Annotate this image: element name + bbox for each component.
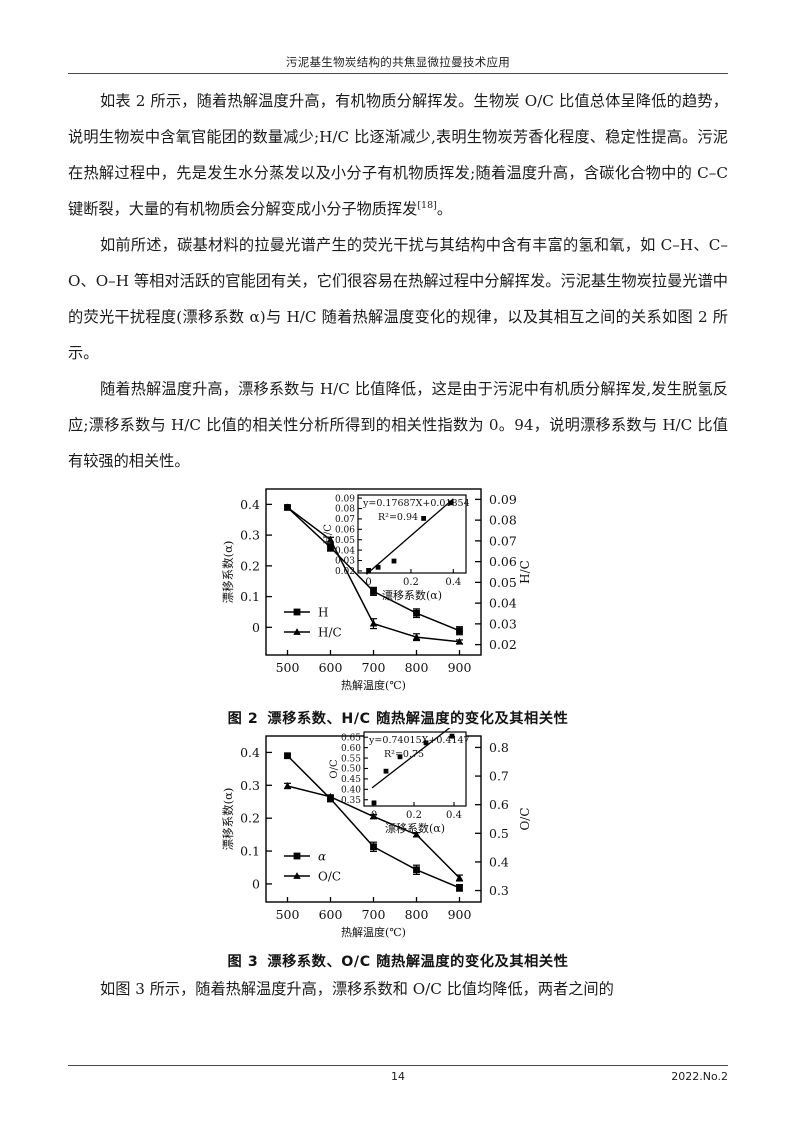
svg-text:O/C: O/C	[329, 759, 340, 779]
svg-text:0.2: 0.2	[240, 558, 260, 573]
svg-text:热解温度(℃): 热解温度(℃)	[341, 925, 406, 939]
svg-text:0.08: 0.08	[335, 505, 355, 515]
svg-text:0.6: 0.6	[489, 797, 509, 812]
svg-text:800: 800	[405, 660, 429, 675]
figure-3: 500 600 700 800 900 热解温度(℃) 0 0.1 0.2 0.3 0.4 漂移系数(…	[68, 728, 728, 971]
svg-text:500: 500	[276, 907, 300, 922]
svg-text:0.2: 0.2	[403, 577, 419, 588]
svg-text:0.08: 0.08	[489, 513, 517, 528]
svg-text:0.03: 0.03	[335, 557, 355, 567]
paragraph-1-tail: 。	[436, 200, 453, 218]
svg-text:0.04: 0.04	[335, 546, 355, 556]
svg-text:0.02: 0.02	[489, 637, 517, 652]
svg-text:0.2: 0.2	[240, 811, 260, 826]
citation-ref-18: [18]	[417, 199, 437, 211]
svg-text:0.2: 0.2	[406, 810, 422, 821]
footer-divider	[68, 1065, 728, 1066]
svg-text:0: 0	[365, 577, 371, 588]
svg-text:R²=0.75: R²=0.75	[384, 749, 424, 760]
svg-text:900: 900	[448, 660, 472, 675]
svg-text:0.02: 0.02	[335, 567, 355, 577]
header-divider	[68, 73, 728, 74]
svg-text:H/C: H/C	[318, 626, 342, 640]
paragraph-1: 如表 2 所示，随着热解温度升高，有机物质分解挥发。生物炭 O/C 比值总体呈降…	[68, 83, 728, 227]
svg-text:0.5: 0.5	[489, 826, 509, 841]
svg-text:H: H	[318, 606, 328, 620]
svg-text:0.05: 0.05	[335, 536, 355, 546]
svg-text:700: 700	[362, 660, 386, 675]
footer-row: 14 2022.No.2	[68, 1070, 728, 1086]
svg-text:0.09: 0.09	[489, 492, 517, 507]
svg-text:800: 800	[405, 907, 429, 922]
svg-text:0: 0	[252, 876, 260, 891]
svg-text:0.03: 0.03	[489, 616, 517, 631]
svg-text:0: 0	[252, 620, 260, 635]
figure-2: 500 600 700 800 900 热解温度(℃) 0 0.1 0.2 0.3 0.4 漂移系数(…	[68, 479, 728, 728]
paragraph-3: 随着热解温度升高，漂移系数与 H/C 比值降低，这是由于污泥中有机质分解挥发,发…	[68, 380, 728, 470]
svg-text:漂移系数(α): 漂移系数(α)	[221, 541, 235, 604]
svg-text:0.09: 0.09	[335, 494, 355, 504]
svg-text:0.35: 0.35	[341, 796, 361, 806]
svg-text:0.3: 0.3	[240, 528, 260, 543]
svg-text:0.40: 0.40	[341, 786, 361, 796]
figure-2-caption: 图 2 漂移系数、H/C 随热解温度的变化及其相关性	[68, 708, 728, 728]
svg-text:漂移系数(α): 漂移系数(α)	[385, 822, 445, 835]
issue-label: 2022.No.2	[671, 1070, 728, 1083]
svg-text:H/C: H/C	[323, 524, 334, 544]
svg-text:0.4: 0.4	[489, 854, 509, 869]
svg-text:0.07: 0.07	[335, 515, 355, 525]
figure-2-chart: 500 600 700 800 900热解温度(℃)00.10.20.30.4漂移系数(…	[221, 488, 532, 692]
svg-text:0.3: 0.3	[489, 883, 509, 898]
page-number: 14	[391, 1070, 405, 1083]
svg-text:600: 600	[319, 907, 343, 922]
svg-text:O/C: O/C	[518, 807, 532, 830]
svg-text:0.4: 0.4	[445, 577, 461, 588]
svg-text:600: 600	[319, 660, 343, 675]
figure-2-caption-text: 漂移系数、H/C 随热解温度的变化及其相关性	[267, 711, 569, 727]
svg-text:漂移系数(α): 漂移系数(α)	[382, 589, 442, 602]
paragraph-1-text: 如表 2 所示，随着热解温度升高，有机物质分解挥发。生物炭 O/C 比值总体呈降…	[68, 92, 728, 218]
svg-text:0.8: 0.8	[489, 740, 509, 755]
figure-2-number: 图 2	[227, 711, 259, 727]
svg-text:900: 900	[448, 907, 472, 922]
figure-3-caption: 图 3 漂移系数、O/C 随热解温度的变化及其相关性	[68, 951, 728, 971]
figure-3-caption-text: 漂移系数、O/C 随热解温度的变化及其相关性	[267, 954, 569, 970]
svg-text:0.60: 0.60	[341, 744, 361, 754]
svg-text:0.06: 0.06	[489, 554, 517, 569]
svg-text:y=0.17687X+0.01854: y=0.17687X+0.01854	[362, 498, 470, 509]
svg-text:0.05: 0.05	[489, 575, 517, 590]
svg-text:0.04: 0.04	[489, 596, 517, 611]
svg-text:700: 700	[362, 907, 386, 922]
page-content: 污泥基生物炭结构的共焦显微拉曼技术应用 如表 2 所示，随着热解温度升高，有机物…	[68, 54, 728, 1007]
page-footer: 14 2022.No.2	[68, 1065, 728, 1089]
svg-text:0.4: 0.4	[446, 810, 462, 821]
svg-text:α: α	[318, 850, 326, 864]
svg-text:0.50: 0.50	[341, 765, 361, 775]
figure-3-chart: 500 600 700 800 900热解温度(℃)00.10.20.30.4漂移系数(…	[221, 728, 532, 939]
svg-text:O/C: O/C	[318, 870, 341, 884]
svg-text:0.3: 0.3	[240, 778, 260, 793]
svg-text:0.7: 0.7	[489, 769, 509, 784]
svg-text:0.55: 0.55	[341, 754, 361, 764]
svg-text:0.45: 0.45	[341, 775, 361, 785]
running-head: 污泥基生物炭结构的共焦显微拉曼技术应用	[285, 55, 511, 69]
svg-text:500: 500	[276, 660, 300, 675]
svg-text:R²=0.94: R²=0.94	[378, 512, 418, 523]
figure-3-number: 图 3	[227, 954, 259, 970]
svg-text:y=0.74015X+0.4147: y=0.74015X+0.4147	[368, 735, 470, 746]
svg-text:0: 0	[371, 810, 377, 821]
svg-text:漂移系数(α): 漂移系数(α)	[221, 788, 235, 851]
svg-text:热解温度(℃): 热解温度(℃)	[341, 678, 406, 692]
paragraph-2: 如前所述，碳基材料的拉曼光谱产生的荧光干扰与其结构中含有丰富的氢和氧，如 C–H…	[68, 236, 728, 362]
svg-text:0.06: 0.06	[335, 526, 355, 536]
svg-text:H/C: H/C	[518, 560, 532, 584]
svg-text:0.1: 0.1	[240, 589, 260, 604]
svg-text:0.4: 0.4	[240, 497, 260, 512]
svg-text:0.4: 0.4	[240, 745, 260, 760]
paragraph-closing: 如图 3 所示，随着热解温度升高，漂移系数和 O/C 比值均降低，两者之间的	[100, 980, 614, 998]
svg-text:0.1: 0.1	[240, 844, 260, 859]
svg-text:0.07: 0.07	[489, 533, 517, 548]
svg-text:0.65: 0.65	[341, 733, 361, 743]
